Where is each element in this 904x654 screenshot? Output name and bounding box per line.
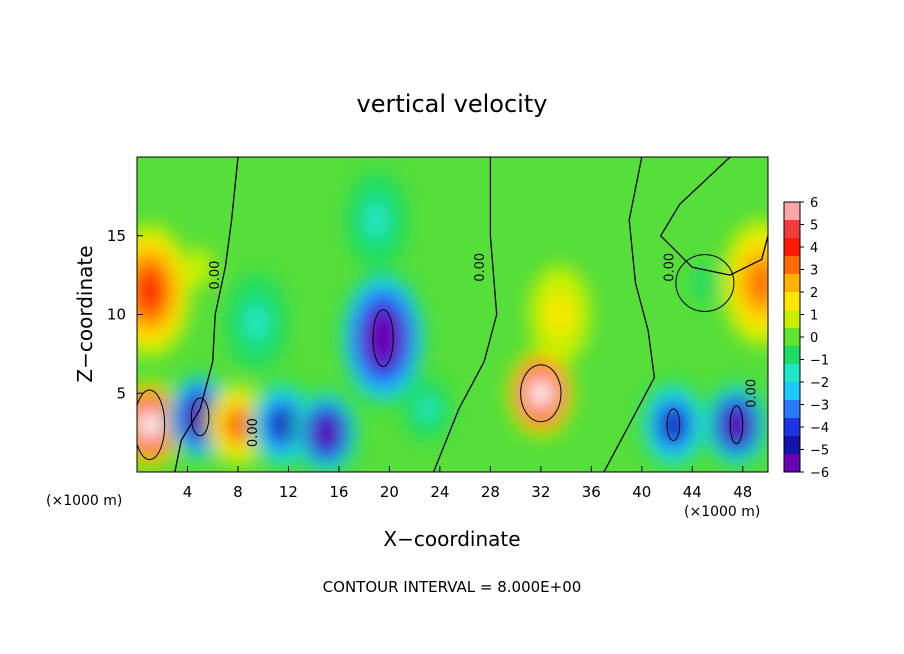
x-axis-label: X−coordinate: [383, 527, 520, 551]
x-axis-ticks: 4 8 12 16 20 24 28 32 36 40 44 48: [183, 466, 752, 501]
x-tick-label-40: 40: [632, 483, 651, 501]
x-tick-label-32: 32: [531, 483, 550, 501]
colorbar-label-0: 6: [810, 196, 818, 211]
contour-ring-2: [372, 309, 394, 368]
colorbar-swatch-10: [784, 382, 800, 401]
y-tick-label-5: 5: [116, 384, 126, 402]
contour-ring-1: [520, 364, 562, 423]
contour-label-0: 0.00: [208, 261, 223, 290]
colorbar-swatch-13: [784, 436, 800, 455]
velocity-cell-1-6: [139, 411, 160, 438]
velocity-cell-5-6: [316, 419, 336, 446]
colorbar-swatch-12: [784, 418, 800, 437]
colorbar-label-2: 4: [810, 241, 818, 256]
contour-label-3: 0.00: [246, 418, 261, 447]
colorbar-label-7: −1: [810, 354, 829, 369]
x-tick-label-24: 24: [430, 483, 449, 501]
colorbar-swatch-3: [784, 256, 800, 275]
velocity-cell-9-6: [531, 380, 551, 407]
plot-area: [137, 157, 768, 472]
velocity-cell-14-1: [692, 262, 718, 304]
colorbar-label-5: 1: [810, 309, 818, 324]
contour-label-2: 0.00: [662, 253, 677, 282]
velocity-cell-8-2: [417, 396, 437, 422]
x-tick-label-48: 48: [733, 483, 752, 501]
contour-labels: 0.00 0.00 0.00 0.00 0.00: [208, 253, 759, 447]
colorbar-swatch-8: [784, 346, 800, 365]
colorbar-swatch-0: [784, 202, 800, 221]
contour-label-1: 0.00: [473, 253, 488, 282]
z-unit-label: (×1000 m): [46, 493, 122, 509]
velocity-cell-4-6: [272, 411, 292, 438]
x-tick-label-28: 28: [481, 483, 500, 501]
velocity-cell-0-5: [137, 270, 163, 311]
colorbar-label-11: −5: [810, 444, 829, 459]
velocity-cell-12-6: [726, 411, 747, 438]
x-tick-label-12: 12: [279, 483, 298, 501]
contour-ring-0: [137, 389, 166, 460]
contour-ring-5: [729, 405, 744, 445]
velocity-cell-3-4: [228, 411, 248, 438]
colorbar-label-3: 3: [810, 264, 818, 279]
colorbar-label-9: −3: [810, 399, 829, 414]
colorbar-swatch-1: [784, 220, 800, 239]
contour-lines: [137, 157, 768, 472]
x-tick-label-4: 4: [183, 483, 193, 501]
velocity-cell-13-4: [749, 262, 768, 304]
velocity-cell-11-6: [663, 411, 684, 438]
velocity-cell-10-2: [547, 294, 573, 335]
x-tick-label-16: 16: [329, 483, 348, 501]
colorbar-swatch-4: [784, 274, 800, 293]
contour-label-4: 0.00: [744, 379, 759, 408]
colorbar-swatch-5: [784, 292, 800, 311]
contour-ring-3: [190, 397, 210, 437]
contour-ring-6: [675, 254, 735, 312]
zero-contour-3: [659, 157, 768, 276]
y-tick-label-15: 15: [107, 227, 126, 245]
colorbar-swatch-6: [784, 310, 800, 329]
colorbar: 6 5 4 3 2 1 0 −1 −2 −3 −4 −5 −6: [783, 196, 829, 481]
colorbar-swatch-9: [784, 364, 800, 383]
colorbar-label-12: −6: [810, 466, 829, 481]
zero-contour-1: [432, 157, 498, 472]
x-unit-label: (×1000 m): [684, 504, 760, 520]
velocity-cell-16-1: [187, 247, 213, 288]
velocity-cell-7-2: [364, 199, 390, 241]
y-tick-label-10: 10: [107, 306, 126, 324]
colorbar-label-6: 0: [810, 331, 818, 346]
colorbar-swatch-7: [784, 328, 800, 347]
x-tick-label-8: 8: [233, 483, 243, 501]
colorbar-label-4: 2: [810, 286, 818, 301]
contour-interval-note: CONTOUR INTERVAL = 8.000E+00: [323, 578, 582, 596]
y-axis-ticks: 5 10 15: [107, 227, 143, 402]
colorbar-label-1: 5: [810, 219, 818, 234]
x-tick-label-20: 20: [380, 483, 399, 501]
x-tick-label-36: 36: [582, 483, 601, 501]
velocity-cell-6-6: [370, 318, 396, 359]
colorbar-label-8: −2: [810, 376, 829, 391]
colorbar-label-10: −4: [810, 421, 829, 436]
zero-contour-0: [174, 157, 239, 472]
contour-ring-4: [666, 408, 681, 442]
velocity-field: [137, 171, 768, 472]
colorbar-swatch-11: [784, 400, 800, 419]
y-axis-label: Z−coordinate: [73, 245, 97, 382]
colorbar-swatch-14: [784, 454, 800, 473]
colorbar-swatch-2: [784, 238, 800, 257]
velocity-cell-15-2: [244, 302, 270, 343]
zero-contour-2: [603, 157, 656, 472]
x-tick-label-44: 44: [683, 483, 702, 501]
velocity-cell-2-6: [190, 404, 210, 430]
chart-title: vertical velocity: [357, 90, 548, 118]
